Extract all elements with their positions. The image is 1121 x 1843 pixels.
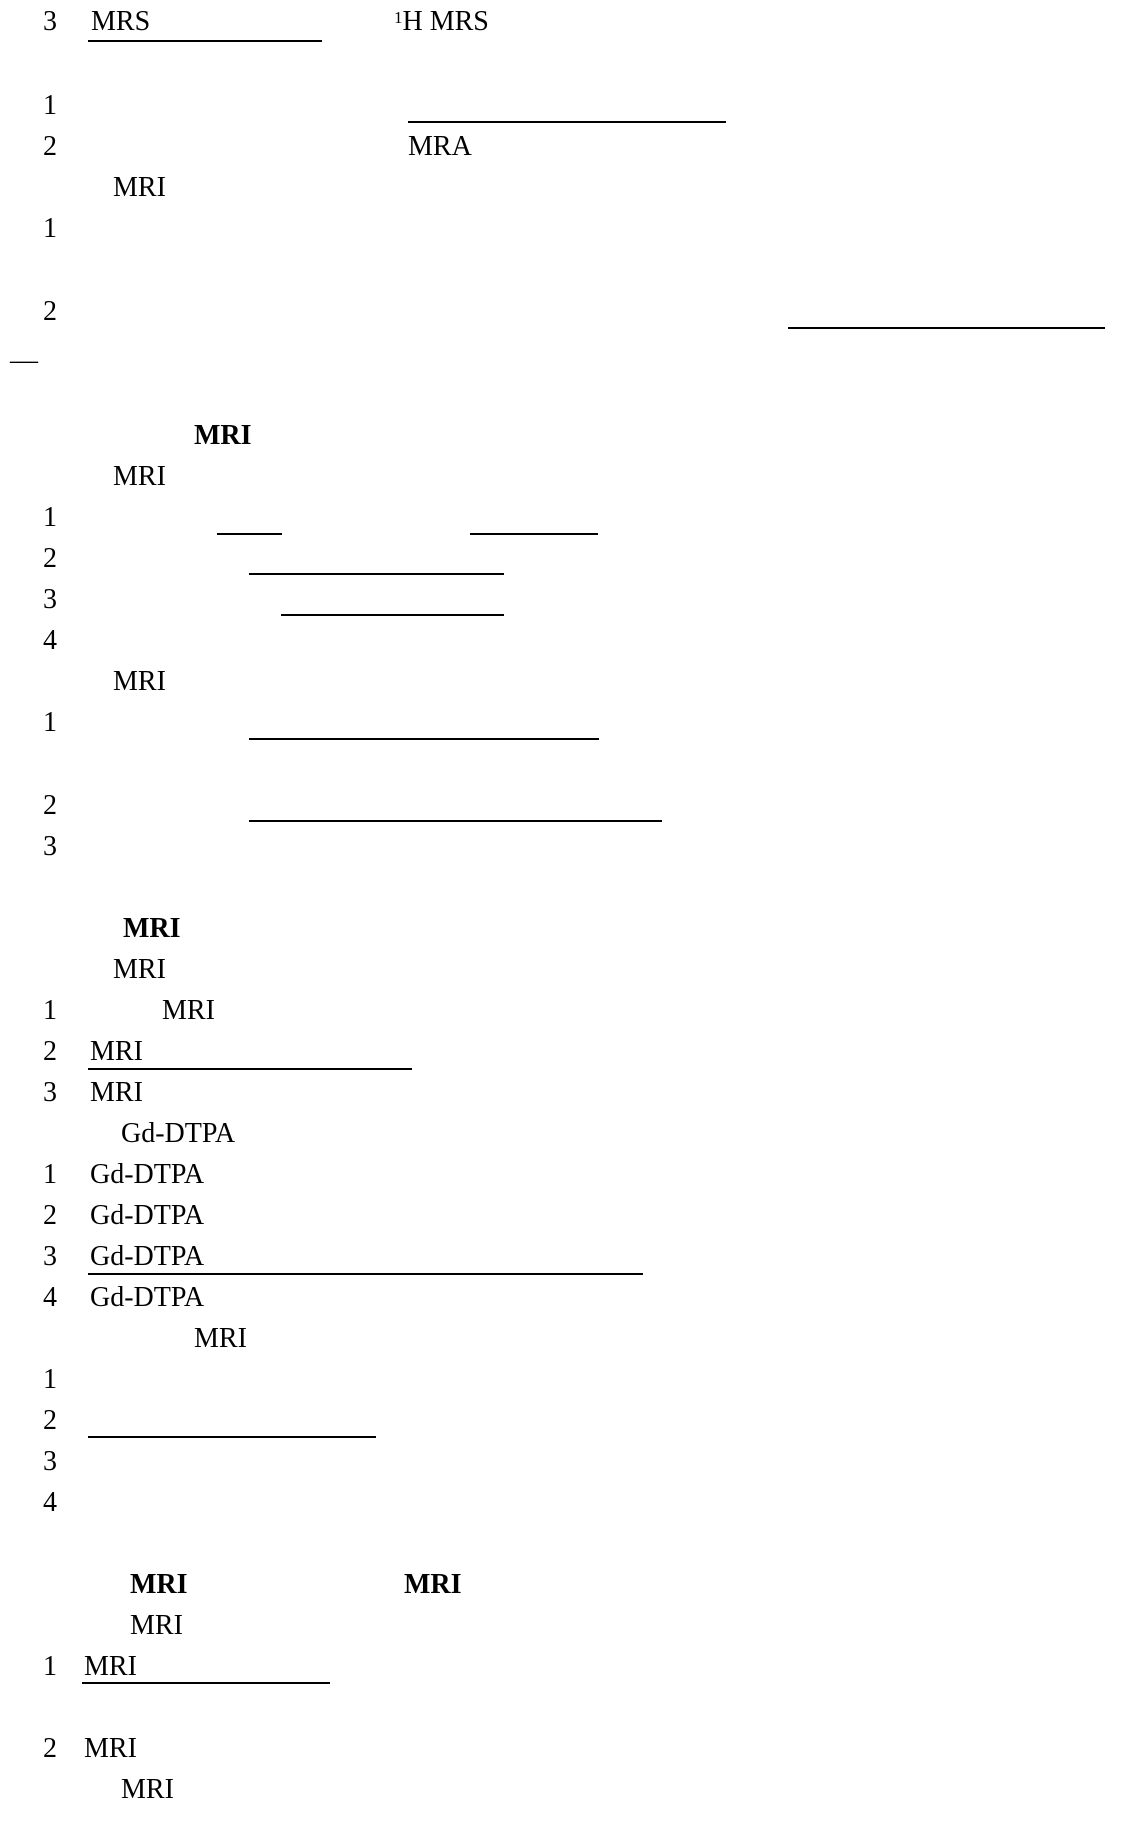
list-number: 2: [43, 1036, 57, 1067]
blank-underline: [249, 573, 504, 575]
list-number: 1: [43, 707, 57, 738]
list-text: Gd-DTPA: [121, 1118, 236, 1149]
list-number: 1: [43, 1159, 57, 1190]
list-text: MRI: [90, 1077, 143, 1108]
list-number: 2: [43, 296, 57, 327]
section-heading: MRI: [194, 420, 252, 451]
list-text: H MRS: [402, 6, 489, 37]
list-text: 1H MRS: [394, 6, 489, 38]
list-number: 1: [43, 213, 57, 244]
section-heading: MRI: [404, 1569, 462, 1600]
list-text: Gd-DTPA: [90, 1159, 205, 1190]
list-number: 3: [43, 1446, 57, 1477]
blank-underline: [408, 121, 726, 123]
blank-underline: [249, 738, 599, 740]
blank-underline: [217, 533, 282, 535]
list-text: MRI: [84, 1651, 137, 1682]
list-number: 4: [43, 1282, 57, 1313]
list-text: MRI: [84, 1733, 137, 1764]
blank-underline: [88, 1273, 643, 1275]
list-number: 1: [43, 1364, 57, 1395]
list-number: 4: [43, 1487, 57, 1518]
list-text: MRI: [121, 1774, 174, 1805]
blank-underline: [88, 1436, 376, 1438]
list-number: 2: [43, 1405, 57, 1436]
blank-underline: [88, 40, 322, 42]
blank-underline: [470, 533, 598, 535]
list-text: MRI: [113, 461, 166, 492]
list-number: 3: [43, 1241, 57, 1272]
section-heading: MRI: [123, 913, 181, 944]
list-number: 3: [43, 1077, 57, 1108]
blank-underline: [249, 820, 662, 822]
list-number: 2: [43, 131, 57, 162]
list-number: 2: [43, 543, 57, 574]
list-number: 2: [43, 1200, 57, 1231]
list-text: Gd-DTPA: [90, 1282, 205, 1313]
list-text: MRI: [194, 1323, 247, 1354]
list-text: MRI: [162, 995, 215, 1026]
blank-underline: [82, 1682, 330, 1684]
superscript: 1: [394, 8, 403, 27]
dash: —: [10, 345, 38, 376]
list-number: 1: [43, 502, 57, 533]
list-text: MRI: [113, 954, 166, 985]
list-text: MRI: [130, 1610, 183, 1641]
list-number: 1: [43, 1651, 57, 1682]
list-text: Gd-DTPA: [90, 1241, 205, 1272]
list-number: 2: [43, 1733, 57, 1764]
list-text: MRS: [91, 6, 151, 37]
blank-underline: [88, 1068, 412, 1070]
list-number: 2: [43, 790, 57, 821]
list-number: 1: [43, 995, 57, 1026]
list-number: 4: [43, 625, 57, 656]
blank-underline: [281, 614, 504, 616]
blank-underline: [788, 327, 1105, 329]
list-number: 3: [43, 831, 57, 862]
list-text: MRA: [408, 131, 472, 162]
list-text: MRI: [113, 666, 166, 697]
list-number: 3: [43, 6, 57, 37]
section-heading: MRI: [130, 1569, 188, 1600]
list-text: MRI: [90, 1036, 143, 1067]
list-number: 1: [43, 90, 57, 121]
list-text: Gd-DTPA: [90, 1200, 205, 1231]
list-number: 3: [43, 584, 57, 615]
list-text: MRI: [113, 172, 166, 203]
